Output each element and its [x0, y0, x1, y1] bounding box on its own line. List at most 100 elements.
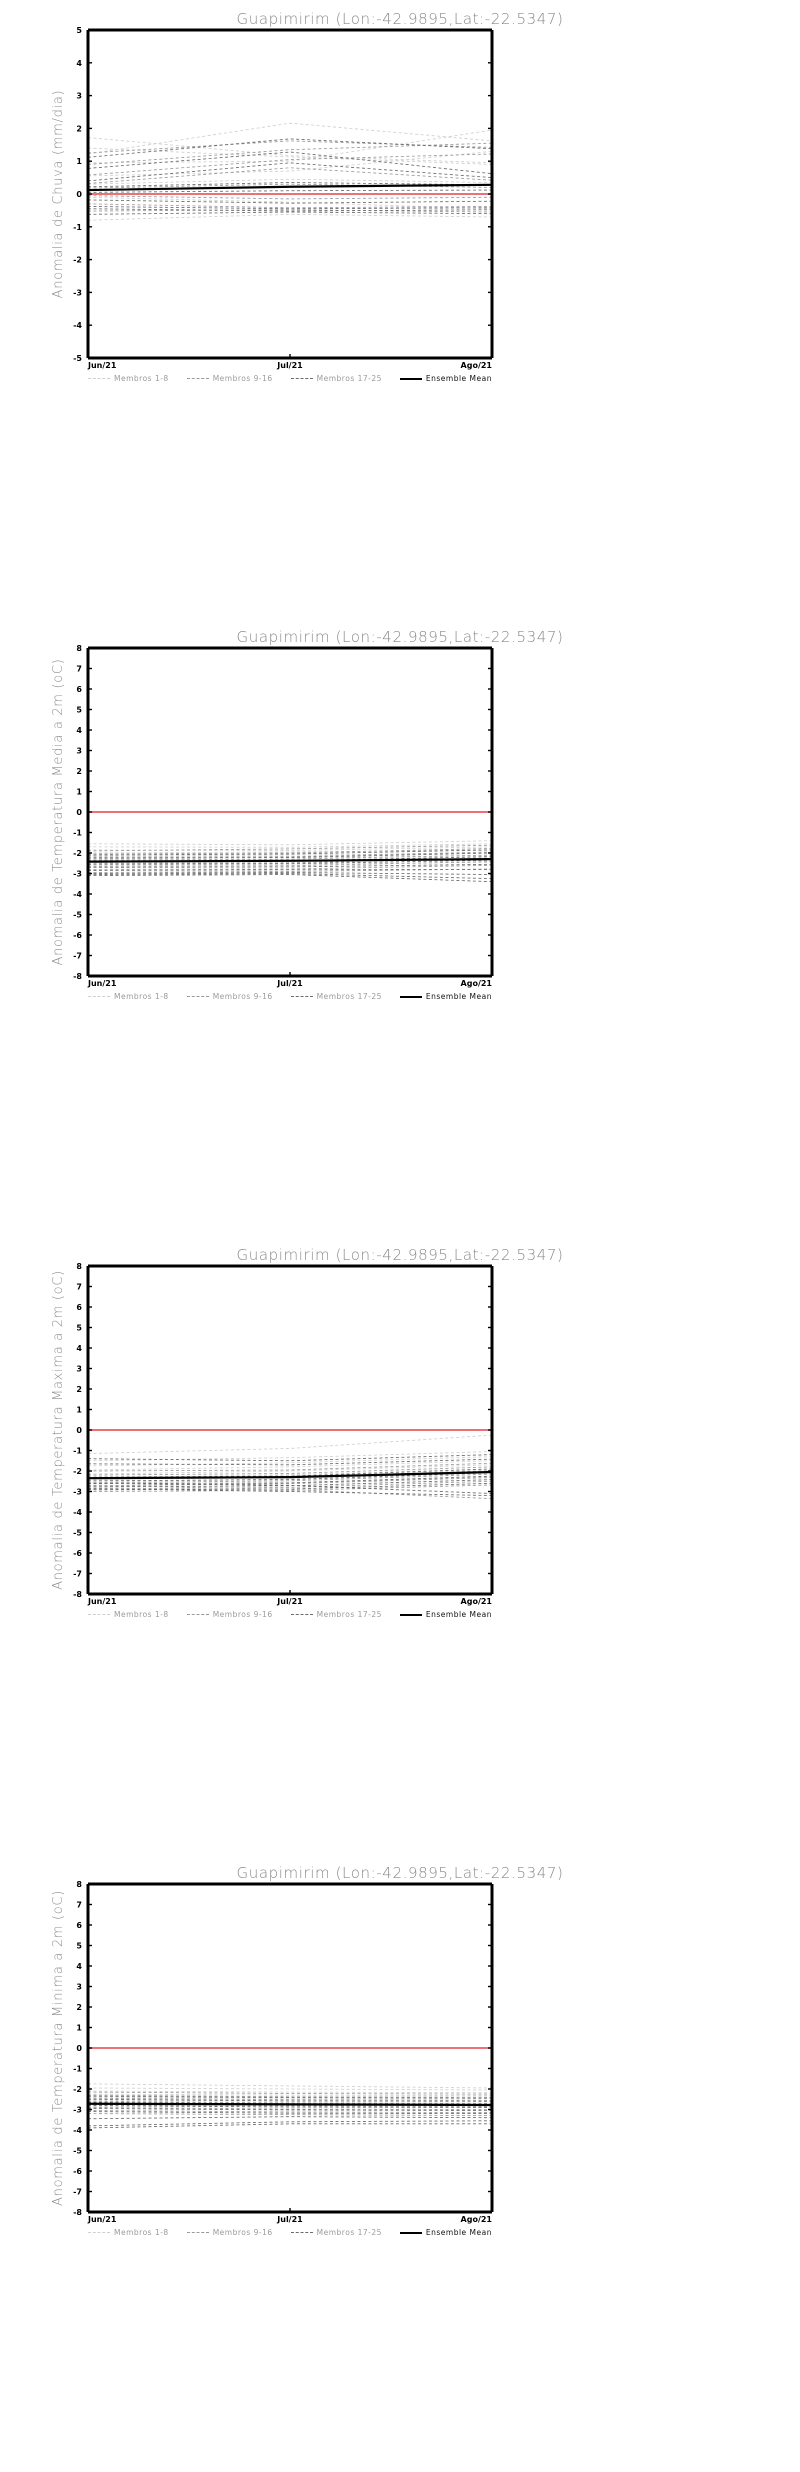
member-line — [87, 1462, 493, 1472]
member-line — [87, 189, 493, 193]
x-tick-label: Jul/21 — [276, 2215, 303, 2224]
y-tick-label: -8 — [73, 2208, 82, 2217]
member-line — [87, 129, 493, 164]
y-tick-label: 6 — [76, 685, 82, 694]
y-tick-label: -1 — [73, 829, 82, 838]
member-line — [87, 864, 493, 870]
y-tick-label: -5 — [73, 911, 82, 920]
member-line — [87, 854, 493, 861]
legend-item: Membros 9-16 — [186, 374, 273, 383]
member-line — [87, 1473, 493, 1484]
y-tick-label: 5 — [76, 706, 82, 715]
chart-panel: Guapimirim (Lon:-42.9895,Lat:-22.5347) -… — [0, 0, 800, 618]
y-tick-label: 8 — [76, 1262, 82, 1271]
legend-line-swatch — [290, 1614, 313, 1615]
chart-panel: Guapimirim (Lon:-42.9895,Lat:-22.5347) -… — [0, 618, 800, 1236]
member-line — [87, 851, 493, 858]
x-axis-ticks: Jun/21 Jul/21 Ago/21 — [87, 2208, 493, 2224]
y-tick-label: 3 — [76, 1365, 82, 1374]
legend-line-swatch — [399, 995, 422, 998]
y-tick-label: -2 — [73, 2085, 82, 2094]
y-tick-label: -2 — [73, 849, 82, 858]
member-line — [87, 849, 493, 854]
member-lines-group — [87, 2083, 493, 2129]
legend-label: Membros 17-25 — [316, 374, 382, 383]
y-tick-label: 5 — [76, 1324, 82, 1333]
y-tick-label: -6 — [73, 1549, 82, 1558]
member-line — [87, 182, 493, 188]
chart-legend: Membros 1-8 Membros 9-16 Membros 17-25 Ense… — [88, 1610, 492, 1619]
y-tick-label: -3 — [73, 870, 82, 879]
legend-item: Membros 9-16 — [186, 2228, 273, 2237]
member-line — [87, 206, 493, 210]
x-tick-label: Jul/21 — [276, 979, 303, 988]
plot-svg: -8 -7 -6 -5 -4 -3 -2 -1 0 1 2 3 4 5 6 7 8 Jun/21 Jul/21 Ago… — [73, 1880, 494, 2224]
member-line — [87, 2123, 492, 2129]
member-line — [87, 1482, 493, 1494]
legend-item: Ensemble Mean — [399, 992, 492, 1001]
plot-svg: -5 -4 -3 -2 -1 0 1 2 3 4 5 Jun/21 Jul/21 Ago/21 — [73, 26, 494, 370]
legend-line-swatch — [186, 996, 209, 997]
member-line — [87, 2087, 493, 2091]
member-line — [87, 1466, 493, 1476]
y-axis-ticks: -8 -7 -6 -5 -4 -3 -2 -1 0 1 2 3 4 5 6 7 8 — [73, 644, 492, 981]
member-line — [87, 873, 493, 880]
legend-item: Membros 9-16 — [186, 1610, 273, 1619]
member-line — [87, 1454, 493, 1462]
x-axis-ticks: Jun/21 Jul/21 Ago/21 — [87, 1590, 493, 1606]
y-axis-ticks: -8 -7 -6 -5 -4 -3 -2 -1 0 1 2 3 4 5 6 7 8 — [73, 1262, 492, 1599]
legend-line-swatch — [290, 996, 313, 997]
member-line — [87, 162, 493, 182]
member-line — [87, 2111, 493, 2115]
member-line — [87, 2120, 493, 2127]
panel-title: Guapimirim (Lon:-42.9895,Lat:-22.5347) — [236, 628, 564, 646]
member-line — [87, 1458, 493, 1466]
member-line — [87, 1464, 493, 1475]
member-line — [87, 2095, 493, 2099]
member-line — [87, 167, 493, 184]
y-tick-label: -4 — [73, 1508, 82, 1517]
plot-svg: -8 -7 -6 -5 -4 -3 -2 -1 0 1 2 3 4 5 6 7 8 Jun/21 Jul/21 Ago… — [73, 644, 494, 988]
y-axis-label: Anomalia de Temperatura Media a 2m (oC) — [51, 658, 66, 966]
y-tick-label: 4 — [76, 1344, 82, 1353]
member-line — [87, 844, 493, 852]
member-line — [87, 1472, 493, 1482]
y-tick-label: -5 — [73, 2147, 82, 2156]
x-tick-label: Jun/21 — [87, 1597, 117, 1606]
member-line — [87, 1488, 493, 1497]
chart-legend: Membros 1-8 Membros 9-16 Membros 17-25 Ense… — [88, 374, 492, 383]
legend-label: Membros 17-25 — [316, 2228, 382, 2237]
y-tick-label: -3 — [73, 2106, 82, 2115]
legend-line-swatch — [88, 378, 110, 379]
y-tick-label: -2 — [73, 1467, 82, 1476]
member-line — [87, 852, 493, 859]
legend-item: Membros 1-8 — [88, 2228, 169, 2237]
y-tick-label: -8 — [73, 1590, 82, 1599]
legend-label: Membros 1-8 — [114, 374, 169, 383]
legend-label: Membros 17-25 — [316, 1610, 382, 1619]
member-line — [87, 872, 493, 875]
y-tick-label: -8 — [73, 972, 82, 981]
y-tick-label: 0 — [76, 190, 82, 199]
y-tick-label: 3 — [76, 747, 82, 756]
member-line — [87, 199, 493, 204]
y-tick-label: 3 — [76, 92, 82, 101]
panel-title: Guapimirim (Lon:-42.9895,Lat:-22.5347) — [236, 10, 564, 28]
legend-label: Membros 1-8 — [114, 2228, 169, 2237]
legend-item: Membros 1-8 — [88, 374, 169, 383]
x-axis-ticks: Jun/21 Jul/21 Ago/21 — [87, 972, 493, 988]
chart-panel: Guapimirim (Lon:-42.9895,Lat:-22.5347) -… — [0, 1854, 800, 2472]
x-tick-label: Jun/21 — [87, 979, 117, 988]
legend-line-swatch — [399, 2231, 422, 2234]
member-line — [87, 2104, 493, 2108]
member-line — [87, 840, 493, 846]
y-tick-label: -6 — [73, 2167, 82, 2176]
member-line — [87, 843, 493, 848]
y-tick-label: -1 — [73, 2065, 82, 2074]
y-tick-label: 8 — [76, 644, 82, 653]
member-line — [87, 208, 493, 212]
ensemble-mean-line — [87, 183, 493, 192]
member-line — [87, 874, 493, 883]
member-line — [87, 863, 493, 868]
member-line — [87, 151, 493, 175]
